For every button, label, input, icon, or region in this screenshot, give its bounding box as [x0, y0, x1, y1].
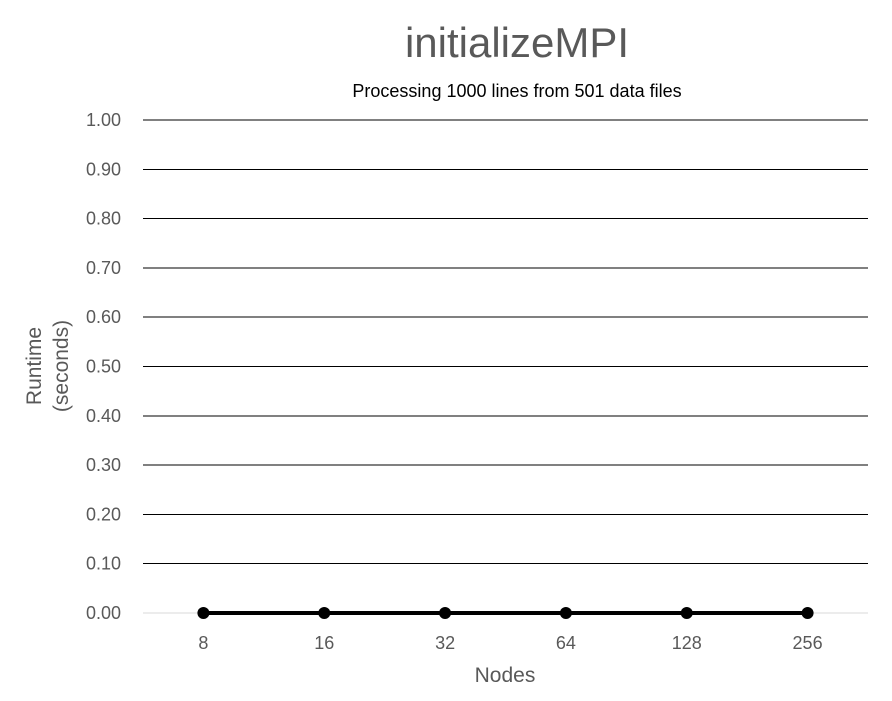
data-point [318, 607, 331, 619]
y-tick-label: 1.00 [86, 110, 121, 130]
x-tick-label: 64 [556, 633, 576, 653]
y-tick-label: 0.40 [86, 406, 121, 426]
y-tick-label: 0.60 [86, 307, 121, 327]
chart-title: initializeMPI [405, 19, 629, 66]
y-axis-tick-labels: 0.00 0.10 0.20 0.30 0.40 0.50 0.60 0.70 0.80 0.90… [86, 110, 121, 623]
gridlines [143, 119, 868, 614]
y-tick-label: 0.90 [86, 159, 121, 179]
series-layer [197, 607, 814, 619]
y-tick-label: 0.30 [86, 455, 121, 475]
y-axis-title-line-2: (seconds) [50, 320, 73, 412]
y-tick-label: 0.50 [86, 357, 121, 377]
y-tick-label: 0.80 [86, 209, 121, 229]
y-tick-label: 0.00 [86, 603, 121, 623]
x-tick-label: 16 [314, 633, 334, 653]
y-tick-label: 0.20 [86, 504, 121, 524]
y-tick-label: 0.70 [86, 258, 121, 278]
data-point [801, 607, 814, 619]
data-point [197, 607, 210, 619]
data-point [439, 607, 452, 619]
chart-subtitle: Processing 1000 lines from 501 data file… [352, 81, 681, 101]
y-axis-title-line-1: Runtime [23, 327, 46, 405]
y-axis-title: Runtime (seconds) [23, 320, 73, 412]
x-tick-label: 32 [435, 633, 455, 653]
x-tick-label: 256 [793, 633, 823, 653]
data-point [559, 607, 572, 619]
x-tick-label: 8 [198, 633, 208, 653]
x-axis-tick-labels: 8 16 32 64 128 256 [198, 633, 822, 653]
x-tick-label: 128 [672, 633, 702, 653]
x-axis-title: Nodes [475, 664, 536, 687]
data-point [680, 607, 693, 619]
y-tick-label: 0.10 [86, 554, 121, 574]
